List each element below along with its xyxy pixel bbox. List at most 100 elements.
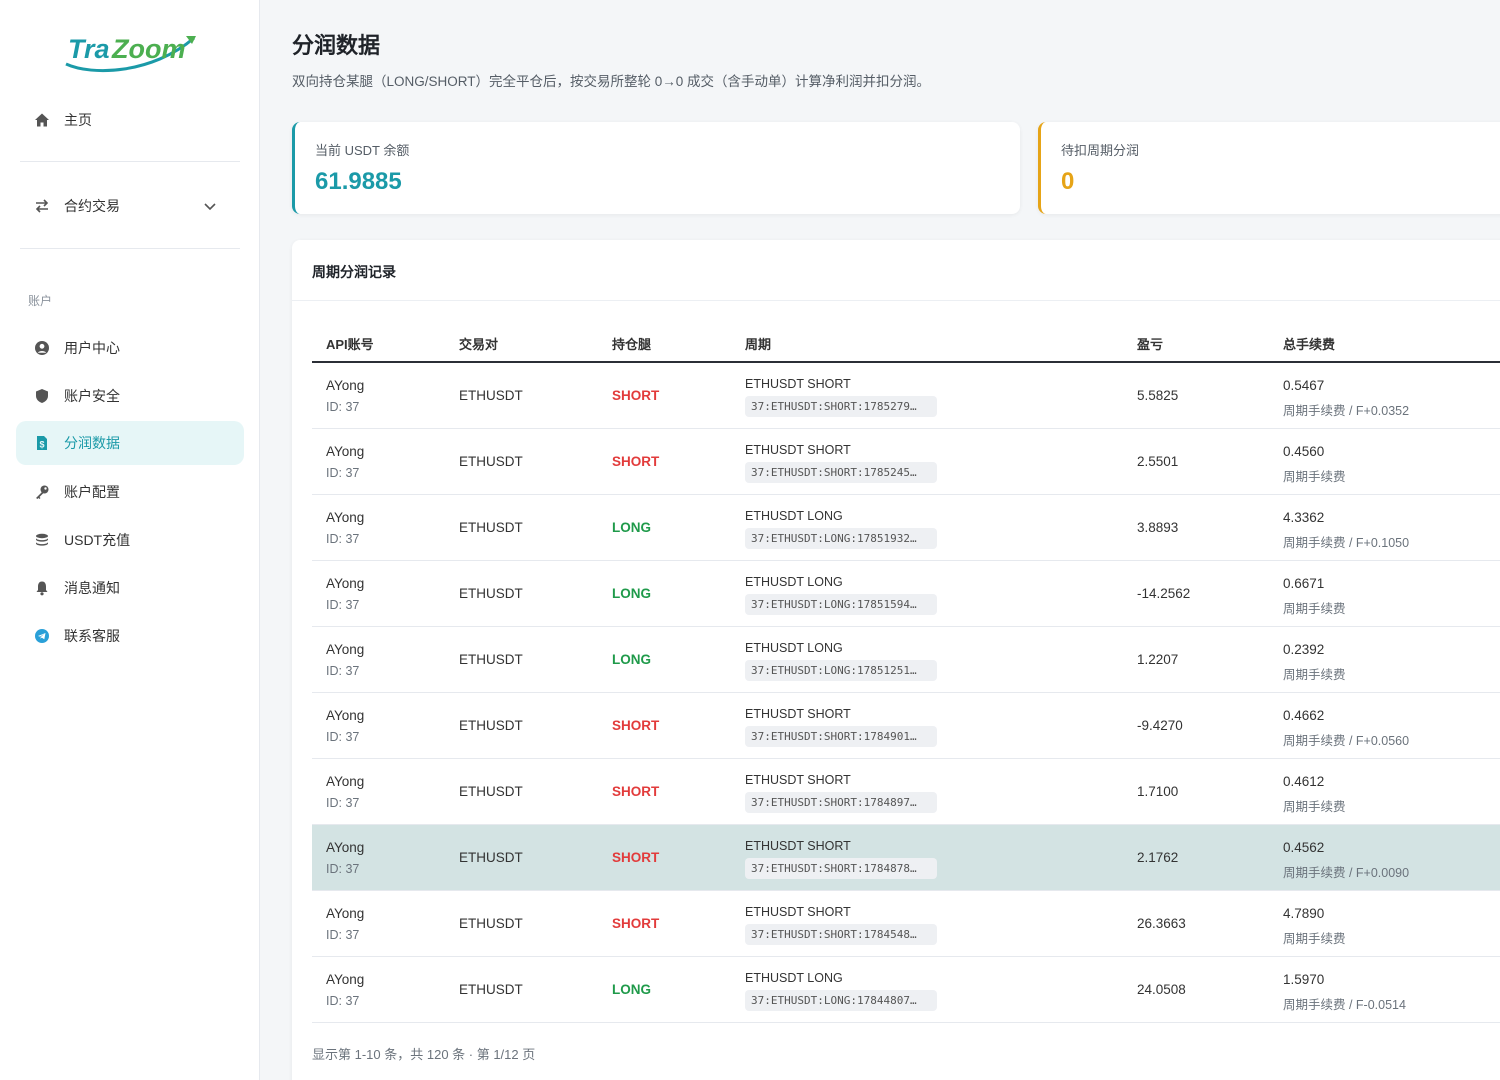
telegram-icon — [34, 628, 50, 644]
balance-label: 当前 USDT 余额 — [315, 143, 410, 158]
header-account: API账号 — [326, 337, 374, 352]
header-side: 持仓腿 — [612, 337, 652, 352]
side-badge: LONG — [612, 652, 651, 667]
fee-value: 0.2392 — [1283, 642, 1325, 657]
header-pnl: 盈亏 — [1137, 337, 1164, 352]
pair: ETHUSDT — [459, 784, 523, 799]
side-badge: SHORT — [612, 718, 660, 733]
table-row[interactable]: AYong ID: 37 ETHUSDT SHORT ETHUSDT SHORT… — [312, 759, 1500, 825]
account-name: AYong — [326, 972, 365, 987]
pnl-value: 5.5825 — [1137, 388, 1179, 403]
sidebar-divider — [20, 248, 240, 249]
account-id: ID: 37 — [326, 664, 360, 678]
table-row[interactable]: AYong ID: 37 ETHUSDT LONG ETHUSDT LONG 3… — [312, 957, 1500, 1023]
side-badge: SHORT — [612, 784, 660, 799]
coins-icon — [34, 532, 50, 548]
period-code: 37:ETHUSDT:SHORT:1785245… — [745, 462, 937, 483]
sidebar-item-user-center[interactable]: 用户中心 — [16, 326, 244, 370]
account-name: AYong — [326, 378, 365, 393]
account-id: ID: 37 — [326, 796, 360, 810]
table-row[interactable]: AYong ID: 37 ETHUSDT SHORT ETHUSDT SHORT… — [312, 891, 1500, 957]
fee-value: 0.5467 — [1283, 378, 1325, 393]
fee-value: 4.3362 — [1283, 510, 1325, 525]
sidebar-item-label: 分润数据 — [64, 435, 120, 451]
period-title: ETHUSDT LONG — [745, 641, 843, 655]
side-badge: SHORT — [612, 454, 660, 469]
pair: ETHUSDT — [459, 388, 523, 403]
nav-home-label: 主页 — [64, 112, 92, 128]
table-row[interactable]: AYong ID: 37 ETHUSDT LONG ETHUSDT LONG 3… — [312, 561, 1500, 627]
sidebar: Tra Zoom 主页 合约交易 账户 用户中心 账户安全 $ 分润数据 — [0, 0, 260, 1080]
sidebar-item-notifications[interactable]: 消息通知 — [16, 566, 244, 610]
sidebar-item-contact-support[interactable]: 联系客服 — [16, 614, 244, 658]
chevron-down-icon[interactable] — [202, 198, 218, 214]
pnl-value: 3.8893 — [1137, 520, 1179, 535]
account-name: AYong — [326, 444, 365, 459]
period-code: 37:ETHUSDT:SHORT:1785279… — [745, 396, 937, 417]
pair: ETHUSDT — [459, 718, 523, 733]
pair: ETHUSDT — [459, 652, 523, 667]
sidebar-item-label: 账户安全 — [64, 388, 120, 404]
fee-detail: 周期手续费 / F-0.0514 — [1283, 998, 1406, 1012]
account-name: AYong — [326, 774, 365, 789]
period-title: ETHUSDT LONG — [745, 575, 843, 589]
period-title: ETHUSDT LONG — [745, 509, 843, 523]
sidebar-item-account-security[interactable]: 账户安全 — [16, 374, 244, 418]
account-id: ID: 37 — [326, 532, 360, 546]
pnl-value: 26.3663 — [1137, 916, 1186, 931]
file-dollar-icon: $ — [34, 435, 50, 451]
sidebar-item-account-config[interactable]: 账户配置 — [16, 470, 244, 514]
pair: ETHUSDT — [459, 850, 523, 865]
table-row[interactable]: AYong ID: 37 ETHUSDT SHORT ETHUSDT SHORT… — [312, 429, 1500, 495]
fee-value: 0.4562 — [1283, 840, 1325, 855]
profit-records-table: API账号 交易对 持仓腿 周期 盈亏 总手续费 AYong ID: 37 ET… — [312, 320, 1500, 1023]
fee-value: 0.6671 — [1283, 576, 1325, 591]
account-name: AYong — [326, 510, 365, 525]
fee-detail: 周期手续费 / F+0.1050 — [1283, 536, 1410, 550]
sidebar-item-usdt-recharge[interactable]: USDT充值 — [16, 518, 244, 562]
pair: ETHUSDT — [459, 916, 523, 931]
pnl-value: -9.4270 — [1137, 718, 1183, 733]
pnl-value: 2.5501 — [1137, 454, 1179, 469]
period-code: 37:ETHUSDT:SHORT:1784901… — [745, 726, 937, 747]
account-id: ID: 37 — [326, 400, 360, 414]
fee-detail: 周期手续费 / F+0.0560 — [1283, 734, 1410, 748]
page-title: 分润数据 — [292, 33, 381, 58]
fee-value: 0.4560 — [1283, 444, 1325, 459]
nav-home[interactable]: 主页 — [16, 98, 244, 142]
account-name: AYong — [326, 642, 365, 657]
pair: ETHUSDT — [459, 982, 523, 997]
table-header: API账号 交易对 持仓腿 周期 盈亏 总手续费 — [312, 320, 1500, 363]
home-icon — [34, 112, 50, 128]
fee-detail: 周期手续费 — [1283, 668, 1346, 682]
period-code: 37:ETHUSDT:LONG:17851251… — [745, 660, 937, 681]
table-row[interactable]: AYong ID: 37 ETHUSDT LONG ETHUSDT LONG 3… — [312, 495, 1500, 561]
trazoom-logo[interactable]: Tra Zoom — [62, 30, 202, 74]
page-description: 双向持仓某腿（LONG/SHORT）完全平仓后，按交易所整轮 0→0 成交（含手… — [292, 74, 931, 89]
table-row[interactable]: AYong ID: 37 ETHUSDT SHORT ETHUSDT SHORT… — [312, 693, 1500, 759]
period-title: ETHUSDT SHORT — [745, 839, 851, 853]
balance-card: 当前 USDT 余额 61.9885 — [292, 122, 1020, 214]
account-id: ID: 37 — [326, 928, 360, 942]
fee-value: 0.4662 — [1283, 708, 1325, 723]
user-circle-icon — [34, 340, 50, 356]
period-title: ETHUSDT SHORT — [745, 905, 851, 919]
period-code: 37:ETHUSDT:SHORT:1784897… — [745, 792, 937, 813]
bell-icon — [34, 580, 50, 596]
period-code: 37:ETHUSDT:LONG:17851932… — [745, 528, 937, 549]
panel-title: 周期分润记录 — [312, 264, 396, 280]
sidebar-item-label: 联系客服 — [64, 628, 120, 644]
account-id: ID: 37 — [326, 466, 360, 480]
pnl-value: 1.2207 — [1137, 652, 1179, 667]
fee-detail: 周期手续费 / F+0.0352 — [1283, 404, 1410, 418]
table-row-hovered[interactable]: AYong ID: 37 ETHUSDT SHORT ETHUSDT SHORT… — [312, 825, 1500, 891]
period-code: 37:ETHUSDT:LONG:17844807… — [745, 990, 937, 1011]
main-content: 分润数据 双向持仓某腿（LONG/SHORT）完全平仓后，按交易所整轮 0→0 … — [260, 0, 1500, 1080]
table-row[interactable]: AYong ID: 37 ETHUSDT LONG ETHUSDT LONG 3… — [312, 627, 1500, 693]
nav-contract-trading[interactable]: 合约交易 — [16, 184, 244, 228]
shield-icon — [34, 388, 50, 404]
pending-profit-card: 待扣周期分润 0 — [1038, 122, 1500, 214]
sidebar-item-profit-data[interactable]: $ 分润数据 — [16, 421, 244, 465]
table-row[interactable]: AYong ID: 37 ETHUSDT SHORT ETHUSDT SHORT… — [312, 363, 1500, 429]
pair: ETHUSDT — [459, 586, 523, 601]
